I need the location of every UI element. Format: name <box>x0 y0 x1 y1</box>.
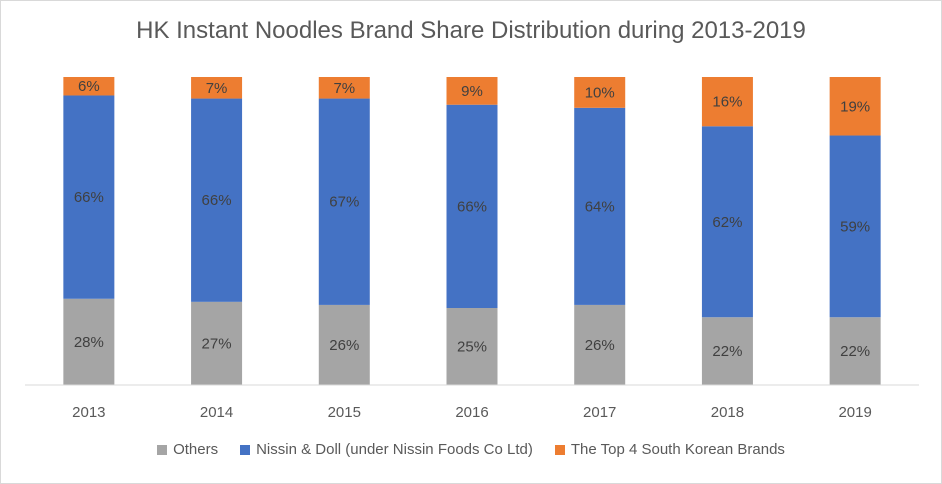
data-label: 25% <box>457 339 487 356</box>
bar-segment <box>318 304 370 385</box>
bar-segment <box>701 77 753 127</box>
chart-title: HK Instant Noodles Brand Share Distribut… <box>136 17 806 44</box>
bar-segment <box>191 77 243 99</box>
legend-label: The Top 4 South Korean Brands <box>570 441 785 458</box>
bar-segment <box>446 104 498 308</box>
chart-plot-area: 28% 66% 6% 2013 27% 66% 7% 2014 26% 67% 7% 2015 25% 6… <box>25 77 919 421</box>
data-label: 62% <box>712 214 742 231</box>
x-tick-label: 2018 <box>711 404 744 421</box>
data-label: 22% <box>840 343 870 360</box>
data-label: 66% <box>202 192 232 209</box>
legend-swatch <box>554 444 565 455</box>
bar-segment <box>191 301 243 385</box>
data-label: 59% <box>840 218 870 235</box>
bar-segment <box>829 135 881 318</box>
bar-segment <box>318 98 370 305</box>
legend-label: Others <box>173 441 219 458</box>
bar-segment <box>701 317 753 385</box>
bar-segment <box>446 77 498 105</box>
bar-segment <box>191 98 243 302</box>
x-tick-label: 2017 <box>583 404 616 421</box>
bar-segment <box>574 304 626 385</box>
data-label: 7% <box>333 80 355 97</box>
data-label: 26% <box>329 337 359 354</box>
x-tick-label: 2019 <box>838 404 871 421</box>
bar-segment <box>318 77 370 99</box>
bar-segment <box>829 77 881 136</box>
legend-swatch <box>240 444 251 455</box>
bar-segment <box>574 77 626 108</box>
data-label: 10% <box>585 84 615 101</box>
x-tick-label: 2016 <box>455 404 488 421</box>
data-label: 19% <box>840 98 870 115</box>
x-tick-label: 2014 <box>200 404 233 421</box>
x-tick-label: 2013 <box>72 404 105 421</box>
data-label: 16% <box>712 94 742 111</box>
data-label: 26% <box>585 337 615 354</box>
chart-legend: Others Nissin & Doll (under Nissin Foods … <box>1 441 941 458</box>
data-label: 6% <box>78 78 100 95</box>
bar-segment <box>446 308 498 385</box>
bar-segment <box>63 77 115 96</box>
data-label: 64% <box>585 198 615 215</box>
data-label: 66% <box>74 189 104 206</box>
data-label: 66% <box>457 198 487 215</box>
bar-segment <box>701 126 753 318</box>
bar-segment <box>574 107 626 305</box>
legend-item: Nissin & Doll (under Nissin Foods Co Ltd… <box>240 441 533 458</box>
data-label: 9% <box>461 83 483 100</box>
data-label: 22% <box>712 343 742 360</box>
legend-item: Others <box>157 441 218 458</box>
data-label: 67% <box>329 194 359 211</box>
data-label: 7% <box>206 80 228 97</box>
legend-swatch <box>157 444 168 455</box>
data-label: 27% <box>202 335 232 352</box>
legend-label: Nissin & Doll (under Nissin Foods Co Ltd… <box>256 441 533 458</box>
legend-item: The Top 4 South Korean Brands <box>554 441 785 458</box>
data-label: 28% <box>74 334 104 351</box>
bar-segment <box>63 95 115 299</box>
bar-segment <box>829 317 881 385</box>
x-tick-label: 2015 <box>328 404 361 421</box>
bar-segment <box>63 298 115 385</box>
